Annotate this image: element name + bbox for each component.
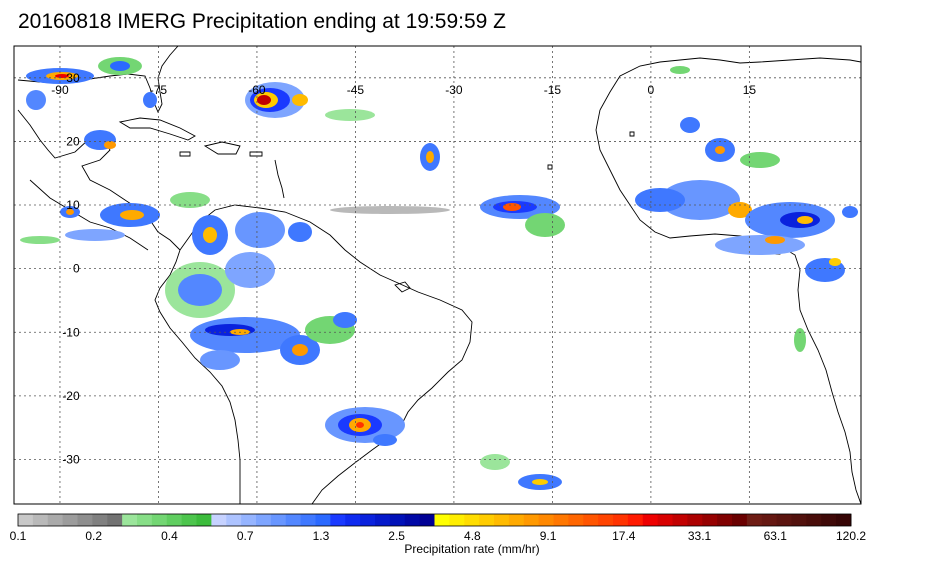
- map-frame: [13, 45, 862, 505]
- graticule: [14, 46, 861, 504]
- precip-cluster-atlantic: [330, 66, 690, 490]
- lat-label: -10: [62, 325, 80, 339]
- lat-label: 0: [73, 262, 80, 276]
- precip-cluster-storm: [245, 82, 375, 121]
- lon-label: 15: [743, 83, 757, 97]
- precip-cluster-africa: [635, 117, 858, 352]
- colorbar-tick-label: 0.7: [237, 529, 254, 543]
- lon-label: -45: [347, 83, 365, 97]
- lon-label: -75: [150, 83, 168, 97]
- graticule-labels: -90 -75 -60 -45 -30 -15 0 15 30 20 10 0 -10 -20 -30: [51, 71, 756, 467]
- colorbar-tick-label: 33.1: [688, 529, 712, 543]
- precipitation-map: -90 -75 -60 -45 -30 -15 0 15 30 20 10 0 -10 -20 -30: [13, 45, 862, 505]
- map-title: 20160818 IMERG Precipitation ending at 1…: [18, 10, 506, 33]
- lat-label: -20: [62, 389, 80, 403]
- lat-label: 30: [66, 71, 80, 85]
- colorbar-tick-label: 0.1: [10, 529, 27, 543]
- colorbar-tick-label: 0.2: [85, 529, 102, 543]
- lon-label: -30: [445, 83, 463, 97]
- precipitation-field: [20, 57, 858, 490]
- colorbar-unit-label: Precipitation rate (mm/hr): [404, 542, 540, 556]
- colorbar-tick-label: 4.8: [464, 529, 481, 543]
- colorbar-tick-label: 120.2: [836, 529, 866, 543]
- lat-label: 10: [66, 198, 80, 212]
- map-background: [14, 46, 861, 504]
- lon-label: -60: [248, 83, 266, 97]
- colorbar-tick-label: 0.4: [161, 529, 178, 543]
- lon-label: 0: [648, 83, 655, 97]
- precip-cluster-south-brazil: [325, 407, 405, 446]
- colorbar-tick-label: 9.1: [540, 529, 557, 543]
- coastlines: [17, 46, 861, 504]
- precip-cluster-amazon: [165, 252, 357, 370]
- lon-label: -90: [51, 83, 69, 97]
- precip-cluster-central-america: [20, 192, 312, 255]
- colorbar-tick-label: 63.1: [764, 529, 788, 543]
- precip-cluster-gulf: [26, 57, 157, 150]
- lat-label: -30: [62, 452, 80, 466]
- colorbar-ticks: 0.1 0.2 0.4 0.7 1.3 2.5 4.8 9.1 17.4 33.1 63.1 120.…: [10, 529, 867, 543]
- lat-label: 20: [66, 134, 80, 148]
- colorbar-tick-label: 17.4: [612, 529, 636, 543]
- colorbar-tick-label: 2.5: [388, 529, 405, 543]
- colorbar-tick-label: 1.3: [313, 529, 330, 543]
- lon-label: -15: [544, 83, 562, 97]
